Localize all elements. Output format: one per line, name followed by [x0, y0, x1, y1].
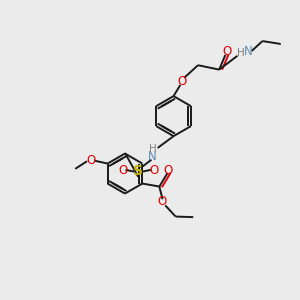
Text: O: O — [177, 75, 186, 88]
Text: S: S — [133, 164, 143, 178]
Text: O: O — [164, 164, 173, 177]
Text: O: O — [222, 45, 231, 58]
Text: N: N — [244, 45, 253, 58]
Text: N: N — [148, 150, 157, 163]
Text: H: H — [149, 143, 157, 154]
Text: O: O — [118, 164, 128, 176]
Text: O: O — [149, 164, 158, 176]
Text: O: O — [158, 195, 167, 208]
Text: H: H — [236, 48, 244, 59]
Text: O: O — [86, 154, 95, 167]
